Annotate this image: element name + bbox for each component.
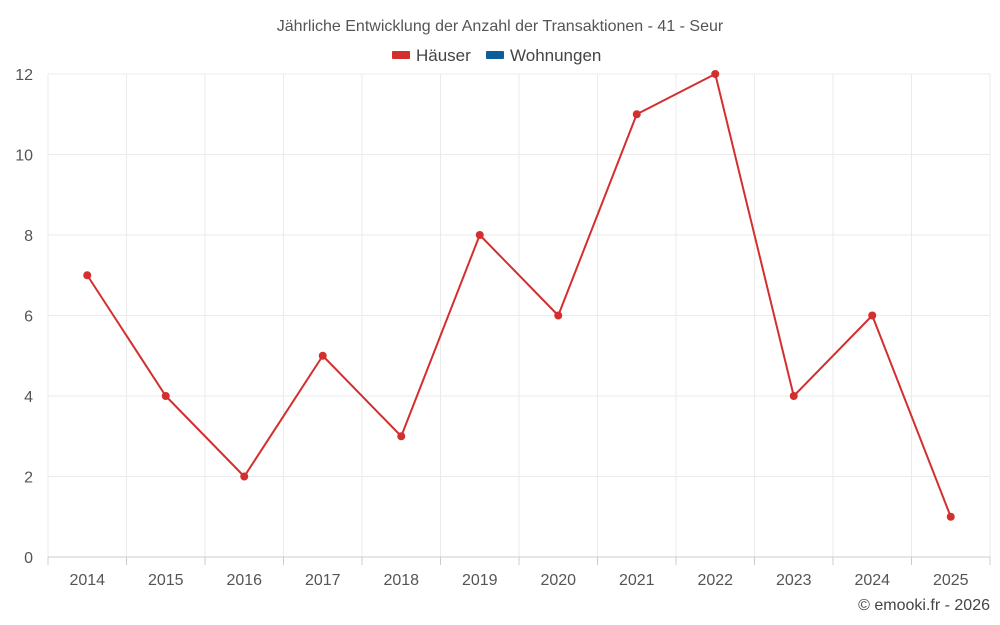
legend-swatch-haeuser [392, 51, 410, 59]
legend-item-wohnungen[interactable]: Wohnungen [486, 46, 601, 65]
y-tick-label: 10 [15, 148, 33, 165]
legend-item-haeuser[interactable]: Häuser [392, 46, 471, 65]
x-tick-label: 2018 [383, 572, 419, 589]
x-tick-label: 2021 [619, 572, 655, 589]
x-tick-label: 2016 [226, 572, 262, 589]
x-tick-label: 2020 [540, 572, 576, 589]
data-point[interactable] [475, 231, 484, 239]
legend-swatch-wohnungen [486, 51, 504, 59]
y-tick-label: 0 [24, 550, 33, 567]
x-tick-label: 2014 [69, 572, 105, 589]
series-layer [86, 73, 952, 518]
data-point[interactable] [83, 271, 92, 280]
x-tick-label: 2017 [305, 572, 341, 589]
data-point[interactable] [632, 110, 641, 119]
x-tick-label: 2022 [697, 572, 733, 589]
legend-label-haeuser: Häuser [416, 46, 471, 65]
x-tick-label: 2024 [854, 572, 890, 589]
chart-title: Jährliche Entwicklung der Anzahl der Tra… [277, 18, 724, 35]
points-layer [83, 70, 955, 521]
data-point[interactable] [554, 311, 563, 320]
axes: 0 2 4 6 8 10 12 2014 2015 2016 2017 2018 2019 2020 202… [15, 67, 991, 589]
y-tick-label: 2 [24, 470, 33, 487]
y-tick-label: 4 [24, 389, 33, 406]
data-point[interactable] [789, 392, 798, 400]
x-tick-label: 2019 [462, 572, 498, 589]
data-point[interactable] [397, 432, 406, 441]
data-point[interactable] [946, 512, 955, 521]
grid [47, 73, 991, 557]
data-point[interactable] [161, 392, 170, 400]
y-tick-label: 6 [24, 309, 33, 326]
y-tick-label: 12 [15, 67, 33, 84]
data-point[interactable] [711, 70, 720, 78]
x-tick-label: 2015 [148, 572, 184, 589]
x-tick-label: 2025 [933, 572, 969, 589]
data-point[interactable] [868, 311, 877, 320]
x-tick-label: 2023 [776, 572, 812, 589]
legend: Häuser Wohnungen [392, 46, 601, 65]
y-tick-label: 8 [24, 228, 33, 245]
copyright-credit: © emooki.fr - 2026 [858, 597, 990, 614]
data-point[interactable] [318, 351, 327, 360]
data-point[interactable] [240, 472, 249, 481]
legend-label-wohnungen: Wohnungen [510, 46, 601, 65]
series-line-0 [86, 73, 952, 518]
